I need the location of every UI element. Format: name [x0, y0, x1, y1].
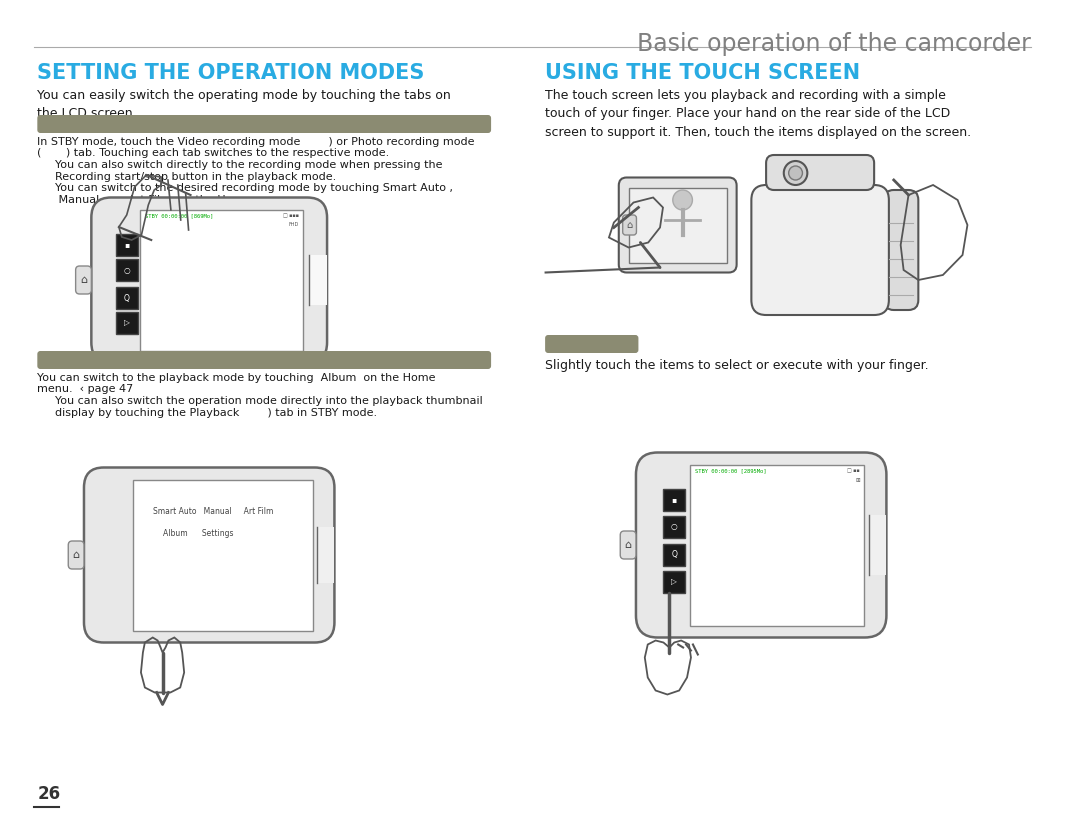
FancyBboxPatch shape — [68, 541, 84, 569]
Bar — [868, 515, 887, 575]
Text: Album      Settings: Album Settings — [163, 530, 233, 539]
Text: Switching to the playback mode: Switching to the playback mode — [44, 353, 268, 367]
Text: USING THE TOUCH SCREEN: USING THE TOUCH SCREEN — [545, 63, 861, 83]
Text: ⌂: ⌂ — [624, 540, 632, 550]
Bar — [690, 464, 864, 625]
Text: In STBY mode, touch the Video recording mode        ) or Photo recording mode: In STBY mode, touch the Video recording … — [38, 137, 475, 147]
Text: Smart Auto   Manual     Art Film: Smart Auto Manual Art Film — [152, 507, 273, 516]
Bar — [133, 479, 313, 630]
Bar — [116, 234, 137, 256]
Text: ▪: ▪ — [672, 496, 677, 505]
Text: You can switch to the playback mode by touching  Album  on the Home: You can switch to the playback mode by t… — [38, 373, 436, 383]
Text: □ ▪▪▪: □ ▪▪▪ — [283, 214, 298, 219]
FancyBboxPatch shape — [76, 266, 92, 294]
Bar — [663, 571, 685, 593]
Text: ○: ○ — [123, 266, 130, 275]
Text: Recording start/stop button in the playback mode.: Recording start/stop button in the playb… — [55, 172, 336, 182]
Text: Q: Q — [672, 550, 677, 559]
FancyBboxPatch shape — [38, 115, 491, 133]
Circle shape — [673, 190, 692, 210]
Circle shape — [784, 161, 808, 185]
Text: (       ) tab. Touching each tab switches to the respective mode.: ( ) tab. Touching each tab switches to t… — [38, 148, 390, 158]
Text: STBY 00:00:00 [869Mo]: STBY 00:00:00 [869Mo] — [146, 214, 214, 219]
Circle shape — [788, 166, 802, 180]
Text: display by touching the Playback        ) tab in STBY mode.: display by touching the Playback ) tab i… — [55, 408, 377, 417]
FancyBboxPatch shape — [92, 197, 327, 362]
Text: STBY 00:00:00 [2895Mo]: STBY 00:00:00 [2895Mo] — [694, 469, 767, 474]
Text: ▷: ▷ — [672, 578, 677, 587]
Text: Slightly touch the items to select or execute with your finger.: Slightly touch the items to select or ex… — [545, 359, 929, 372]
FancyBboxPatch shape — [545, 335, 638, 353]
Bar — [309, 255, 327, 305]
Text: □ ▪▪: □ ▪▪ — [848, 469, 860, 474]
Text: Manual , or  Art Film  on the Home menu.: Manual , or Art Film on the Home menu. — [55, 195, 289, 205]
Text: ⌂: ⌂ — [72, 550, 80, 560]
FancyBboxPatch shape — [38, 351, 491, 369]
Text: FHD: FHD — [288, 223, 298, 228]
FancyBboxPatch shape — [883, 190, 918, 310]
Text: Q: Q — [124, 294, 130, 303]
Bar — [316, 527, 335, 583]
Text: menu.  ‹ page 47: menu. ‹ page 47 — [38, 384, 134, 394]
Text: SETTING THE OPERATION MODES: SETTING THE OPERATION MODES — [38, 63, 424, 83]
Text: ○: ○ — [671, 522, 677, 531]
Bar — [116, 312, 137, 334]
Bar — [663, 516, 685, 538]
Text: You can also switch directly to the recording mode when pressing the: You can also switch directly to the reco… — [55, 160, 443, 170]
Text: ⌂: ⌂ — [626, 220, 633, 230]
FancyBboxPatch shape — [619, 177, 737, 272]
Text: ⊞: ⊞ — [855, 478, 860, 483]
FancyBboxPatch shape — [620, 531, 636, 559]
Text: ▪: ▪ — [124, 241, 130, 249]
Text: You can also switch the operation mode directly into the playback thumbnail: You can also switch the operation mode d… — [55, 396, 483, 406]
Text: ⌂: ⌂ — [80, 275, 87, 285]
Bar — [116, 287, 137, 309]
FancyBboxPatch shape — [84, 468, 335, 643]
Bar — [140, 210, 302, 351]
Text: You can easily switch the operating mode by touching the tabs on
the LCD screen.: You can easily switch the operating mode… — [38, 89, 451, 120]
FancyBboxPatch shape — [752, 185, 889, 315]
FancyBboxPatch shape — [623, 215, 636, 235]
Bar — [663, 489, 685, 511]
Text: Switching to the recording mode: Switching to the recording mode — [44, 117, 271, 131]
Text: You can switch to the desired recording mode by touching Smart Auto ,: You can switch to the desired recording … — [55, 183, 453, 193]
FancyBboxPatch shape — [766, 155, 874, 190]
Bar — [116, 259, 137, 281]
Text: Basic operation of the camcorder: Basic operation of the camcorder — [637, 32, 1031, 56]
Text: 26: 26 — [38, 785, 60, 803]
Bar — [663, 544, 685, 566]
Text: The touch screen lets you playback and recording with a simple
touch of your fin: The touch screen lets you playback and r… — [545, 89, 971, 139]
Text: Touch: Touch — [552, 337, 592, 351]
FancyBboxPatch shape — [636, 452, 887, 638]
Bar — [629, 187, 727, 262]
Text: ▷: ▷ — [124, 318, 130, 328]
